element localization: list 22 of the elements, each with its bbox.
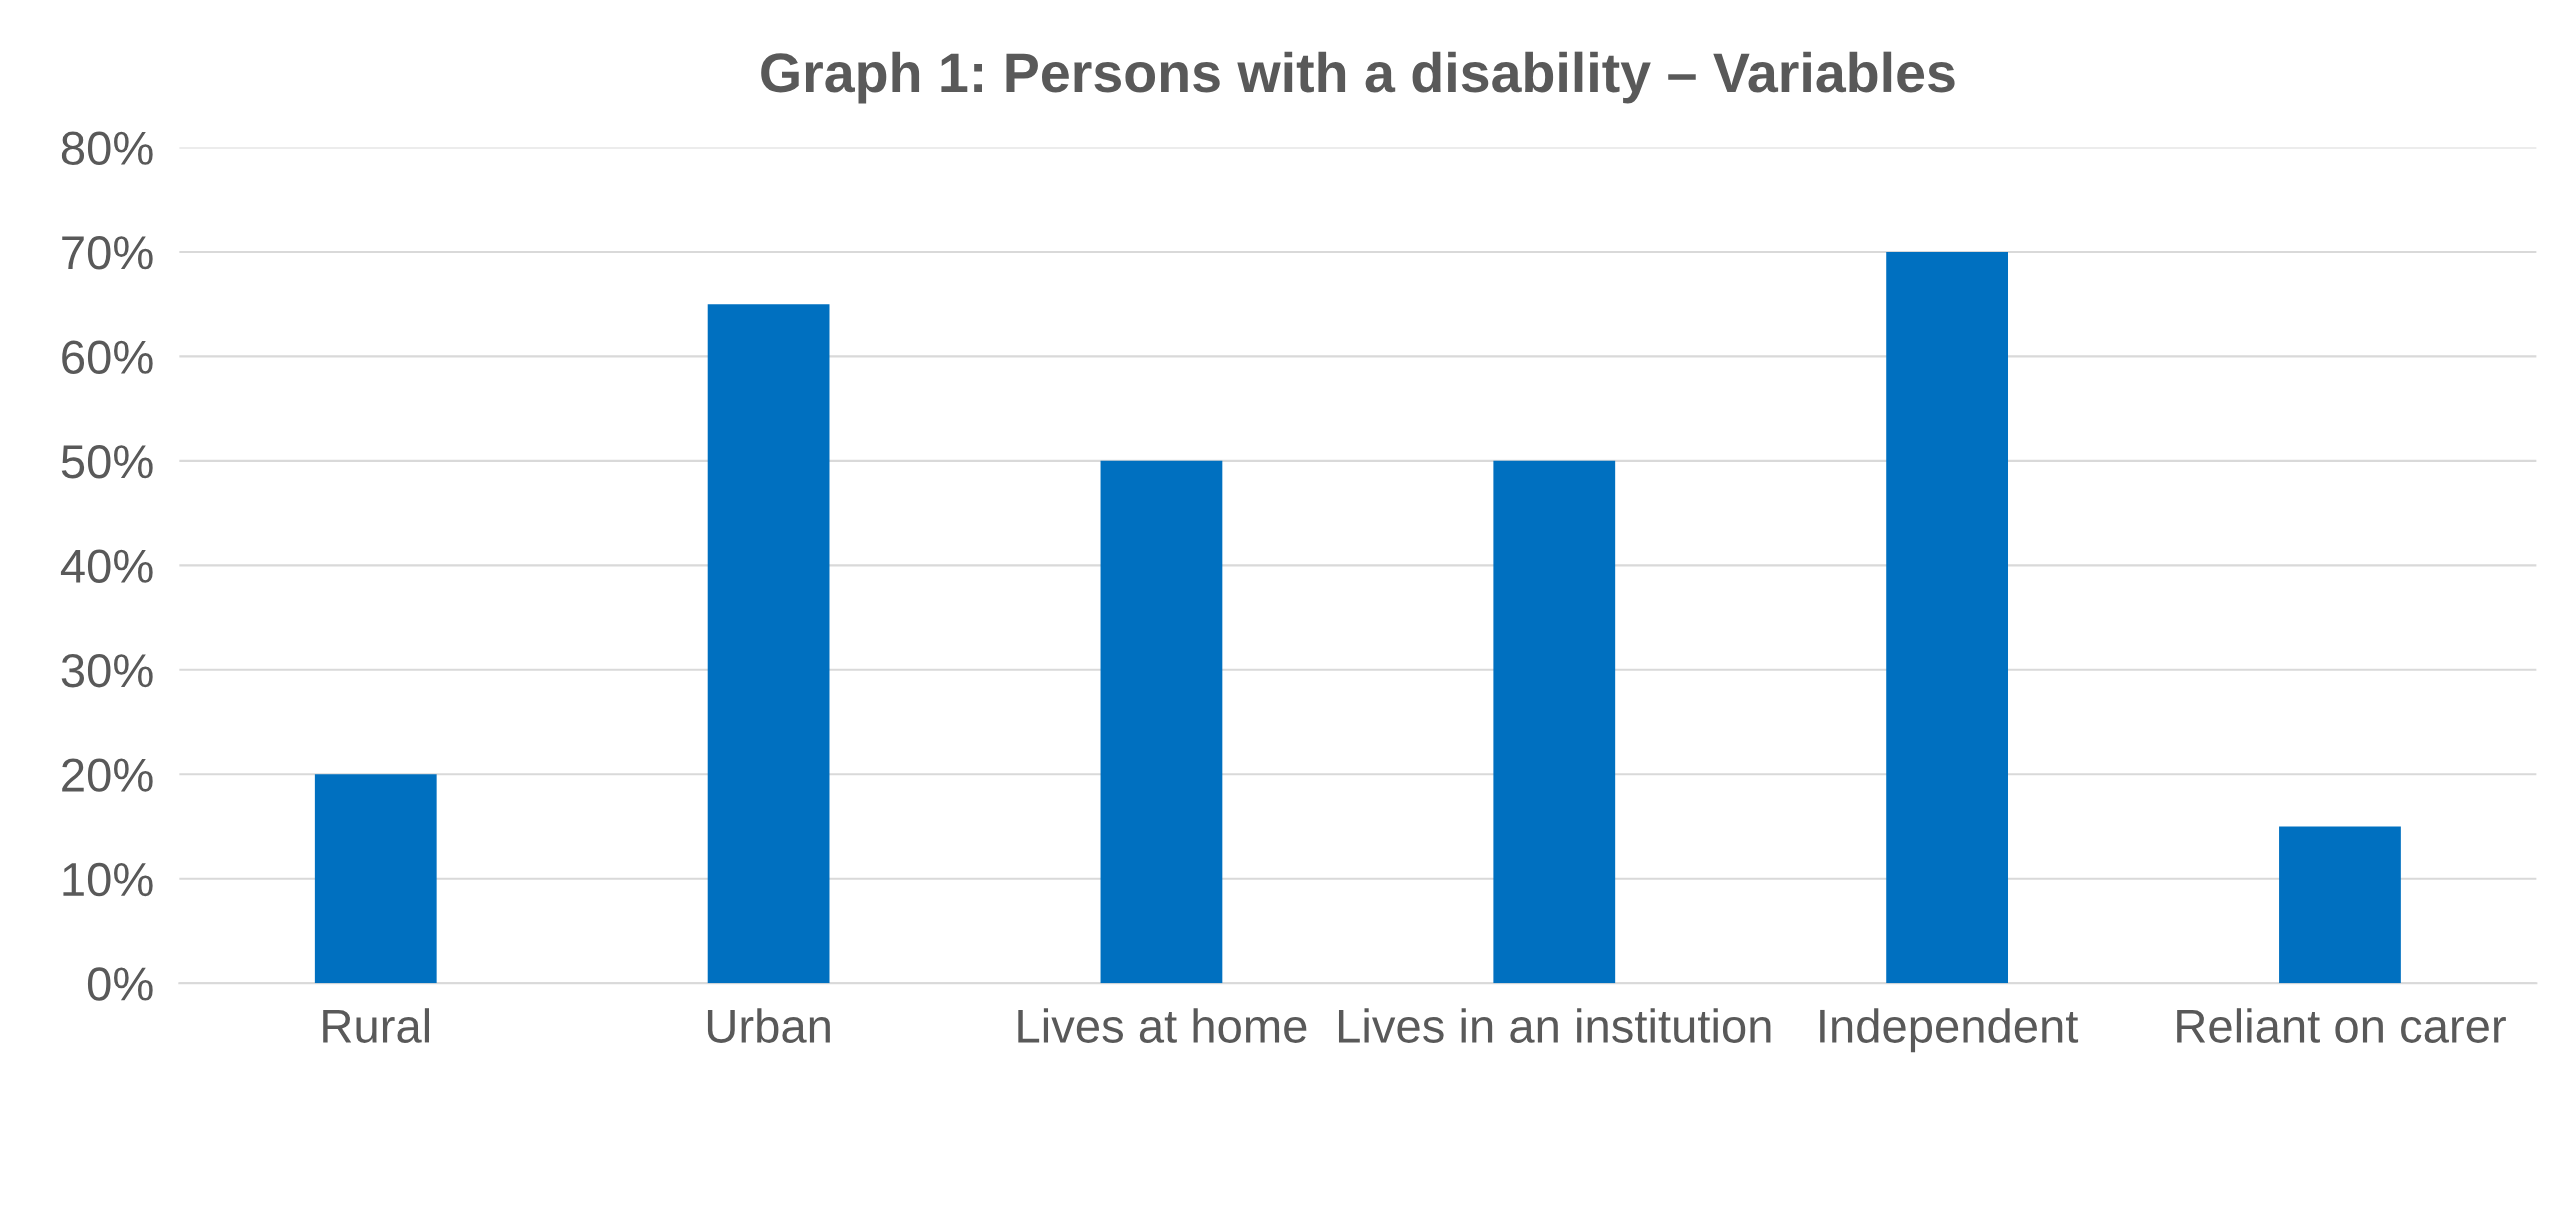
bar — [2279, 826, 2401, 984]
x-tick-label: Reliant on carer — [2177, 1008, 2506, 1043]
y-tick-label: 10% — [63, 862, 153, 897]
x-tick-label: Urban — [707, 1008, 830, 1043]
x-tick-label: Independent — [1820, 1008, 2079, 1053]
bar — [314, 774, 437, 984]
y-tick-label: 50% — [61, 445, 153, 479]
y-tick-label: 70% — [62, 236, 153, 270]
bar — [1100, 460, 1223, 984]
y-tick-label: 40% — [60, 549, 153, 583]
y-tick-label: 80% — [61, 131, 153, 166]
x-tick-label: Lives at home — [1018, 1008, 1307, 1043]
y-tick-label: 0% — [87, 967, 153, 1001]
y-tick-label: 60% — [62, 340, 153, 374]
y-tick-label: 30% — [61, 653, 153, 688]
chart-title: Graph 1: Persons with a disability – Variables — [761, 51, 1955, 104]
bar — [707, 304, 830, 984]
bar — [1886, 251, 2009, 984]
bar — [1493, 460, 1616, 984]
y-tick-label: 20% — [62, 758, 153, 792]
x-tick-label: Lives in an institution — [1338, 1008, 1771, 1043]
x-tick-label: Rural — [323, 1008, 430, 1043]
